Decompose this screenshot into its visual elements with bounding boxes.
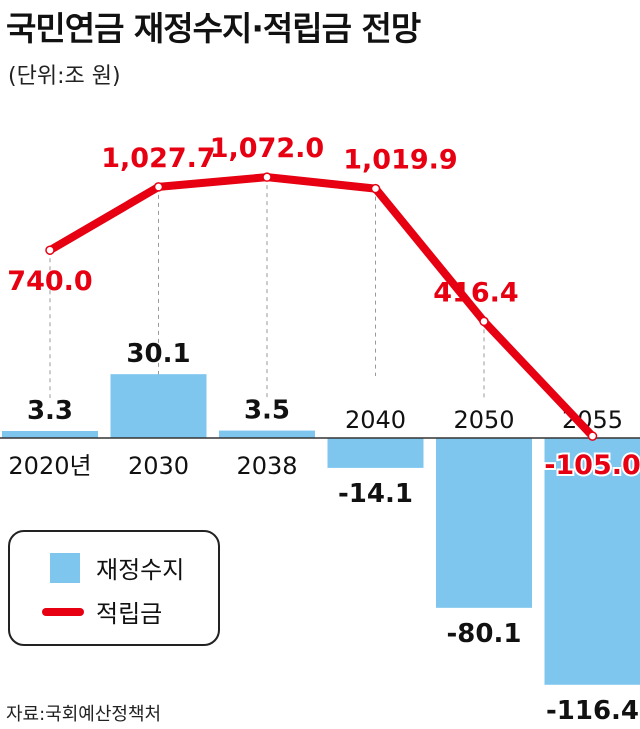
bar-value-label: 3.3 [27,396,73,426]
legend-swatch-line [42,607,84,616]
x-tick-label: 2040 [345,406,406,434]
legend: 재정수지 적립금 [8,530,220,646]
legend-label: 적립금 [96,600,163,628]
line-point [153,182,164,192]
line-value-label: 1,072.0 [210,133,324,164]
line-point [479,316,489,327]
line-point [370,183,381,194]
source-note: 자료:국회예산정책처 [6,704,162,725]
x-tick-label: 2020년 [8,452,91,480]
legend-swatch-bar [50,552,80,583]
bar-value-label: 30.1 [126,339,190,369]
bar [219,430,315,438]
bar [110,374,207,438]
chart-title: 국민연금 재정수지·적립금 전망 [6,9,421,48]
line-point [262,172,272,182]
bar [2,431,98,438]
bar [327,438,424,468]
x-tick-label: 2050 [453,406,514,434]
legend-item-bar: 재정수지 [50,550,184,585]
line-point [45,245,55,255]
bar [436,438,532,608]
line-point [587,431,598,441]
bar-value-label: -80.1 [447,619,522,649]
line-value-label: 416.4 [433,277,518,308]
unit-label: (단위:조 원) [8,64,121,89]
line-value-label: 1,027.7 [101,143,215,174]
bar [544,438,640,685]
line-value-label: -105.0 [544,450,640,481]
line-value-label: 740.0 [7,266,92,297]
bar-value-label: -14.1 [338,479,413,509]
bar-value-label: -116.4 [546,696,639,726]
bar-value-label: 3.5 [244,396,290,426]
x-tick-label: 2030 [128,452,189,480]
line-series [46,173,597,441]
legend-item-line: 적립금 [42,594,163,629]
x-tick-label: 2038 [236,452,297,480]
line-value-label: 1,019.9 [343,145,457,176]
legend-label: 재정수지 [96,556,185,584]
